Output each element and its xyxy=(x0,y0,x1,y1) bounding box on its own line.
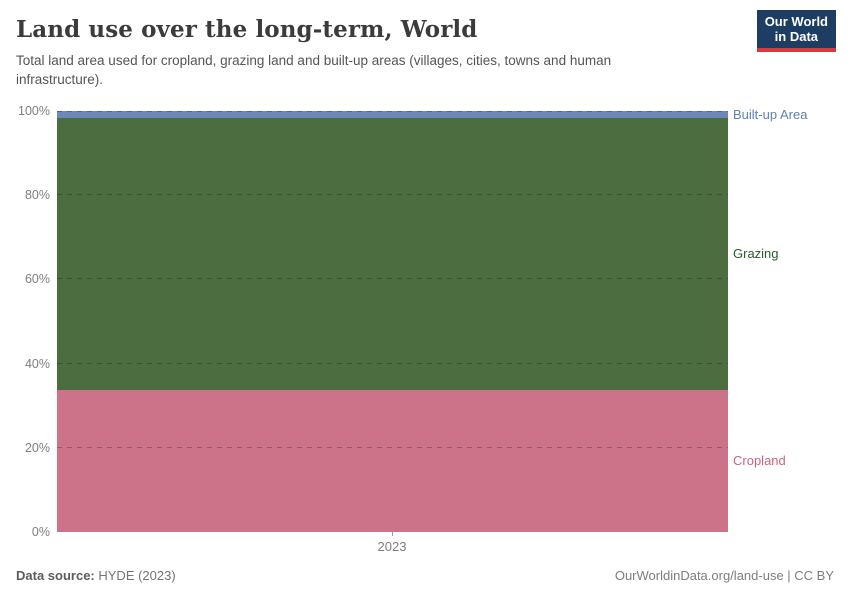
series-label-grazing: Grazing xyxy=(733,246,779,262)
data-source: Data source: HYDE (2023) xyxy=(16,568,176,583)
y-tick-60: 60% xyxy=(24,272,50,287)
series-label-cropland: Cropland xyxy=(733,453,786,469)
credit-link[interactable]: OurWorldinData.org/land-use | CC BY xyxy=(614,568,834,583)
owid-logo-line1: Our World xyxy=(764,14,828,29)
owid-logo[interactable]: Our World in Data xyxy=(756,10,836,52)
owid-logo-line2: in Data xyxy=(774,28,819,44)
chart-footer: Data source: HYDE (2023) OurWorldinData.… xyxy=(16,568,834,583)
x-tick-label: 2023 xyxy=(377,539,407,554)
plot-area[interactable] xyxy=(57,111,728,532)
y-tick-40: 40% xyxy=(24,356,50,371)
data-source-label: Data source: xyxy=(16,568,95,583)
chart-subtitle: Total land area used for cropland, grazi… xyxy=(16,53,612,87)
y-tick-20: 20% xyxy=(24,440,50,455)
page-title: Land use over the long-term, World xyxy=(16,16,478,43)
y-tick-0: 0% xyxy=(31,525,50,539)
area-cropland[interactable] xyxy=(57,390,728,532)
y-tick-80: 80% xyxy=(24,188,50,203)
area-built-up[interactable] xyxy=(57,111,728,119)
y-axis: 0% 20% 40% 60% 80% 100% xyxy=(0,104,50,539)
series-label-built-up: Built-up Area xyxy=(733,106,808,122)
area-grazing[interactable] xyxy=(57,118,728,391)
data-source-value: HYDE (2023) xyxy=(98,568,176,583)
y-tick-100: 100% xyxy=(18,104,50,118)
x-tick-mark xyxy=(392,532,393,536)
